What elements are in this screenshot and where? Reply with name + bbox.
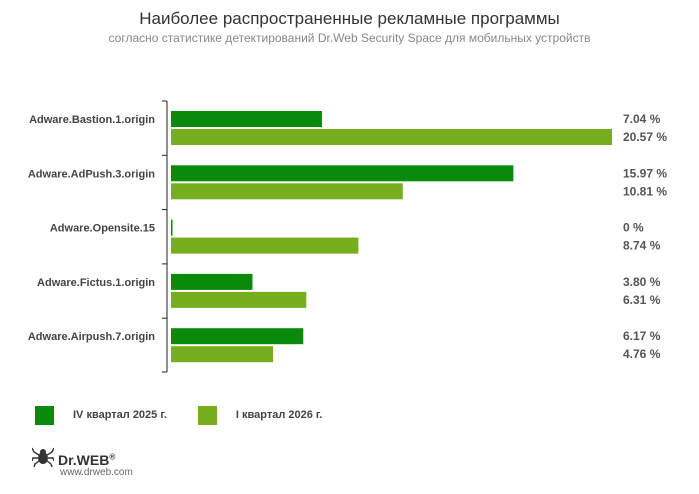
spider-icon xyxy=(31,447,55,472)
bar-adware-bastion-1-origin-series-1 xyxy=(171,111,322,127)
legend-swatch-q1-2026 xyxy=(197,405,217,425)
value-label-adware-fictus-1-origin-series-1: 3.80 % xyxy=(623,275,661,289)
legend-label-q4-2025: IV квартал 2025 г. xyxy=(73,409,167,421)
bar-adware-adpush-3-origin-series-2 xyxy=(171,183,403,200)
category-label-adware-adpush-3-origin: Adware.AdPush.3.origin xyxy=(28,168,155,180)
legend-item-q1-2026: I квартал 2026 г. xyxy=(197,405,323,425)
bar-adware-fictus-1-origin-series-1 xyxy=(171,273,253,290)
bar-adware-fictus-1-origin-series-2 xyxy=(171,291,307,308)
value-label-adware-fictus-1-origin-series-2: 6.31 % xyxy=(623,293,661,307)
legend: IV квартал 2025 г. I квартал 2026 г. xyxy=(35,405,322,425)
category-label-adware-fictus-1-origin: Adware.Fictus.1.origin xyxy=(37,277,155,289)
drweb-logo: Dr.WEB® xyxy=(31,447,116,472)
logo-wordmark: Dr.WEB® xyxy=(58,451,116,468)
bar-chart: Adware.Bastion.1.origin Adware.AdPush.3.o… xyxy=(28,100,667,373)
bar-adware-bastion-1-origin-series-2 xyxy=(171,129,612,145)
bar-adware-opensite-15-series-1 xyxy=(171,219,173,236)
value-label-adware-opensite-15-series-1: 0 % xyxy=(623,221,644,235)
value-label-adware-airpush-7-origin-series-2: 4.76 % xyxy=(623,347,661,361)
website-url: www.drweb.com xyxy=(60,467,133,478)
value-label-adware-opensite-15-series-2: 8.74 % xyxy=(623,239,661,253)
legend-label-q1-2026: I квартал 2026 г. xyxy=(235,409,323,421)
bar-adware-airpush-7-origin-series-2 xyxy=(171,346,274,363)
chart-title: Наиболее распространенные рекламные прог… xyxy=(139,9,560,28)
value-label-adware-bastion-1-origin-series-2: 20.57 % xyxy=(623,130,667,144)
legend-item-q4-2025: IV квартал 2025 г. xyxy=(35,405,167,425)
legend-swatch-q4-2025 xyxy=(35,405,54,425)
chart-subtitle: согласно статистике детектирований Dr.We… xyxy=(108,31,591,45)
value-label-adware-bastion-1-origin-series-1: 7.04 % xyxy=(623,112,661,126)
bar-adware-adpush-3-origin-series-1 xyxy=(171,165,514,182)
value-label-adware-airpush-7-origin-series-1: 6.17 % xyxy=(623,329,661,343)
category-label-adware-bastion-1-origin: Adware.Bastion.1.origin xyxy=(29,114,155,126)
value-label-adware-adpush-3-origin-series-1: 15.97 % xyxy=(623,166,667,180)
category-label-adware-airpush-7-origin: Adware.Airpush.7.origin xyxy=(28,331,155,343)
bar-adware-opensite-15-series-2 xyxy=(171,237,359,254)
category-label-adware-opensite-15: Adware.Opensite.15 xyxy=(50,223,155,235)
value-label-adware-adpush-3-origin-series-2: 10.81 % xyxy=(623,184,667,198)
bar-adware-airpush-7-origin-series-1 xyxy=(171,328,304,345)
